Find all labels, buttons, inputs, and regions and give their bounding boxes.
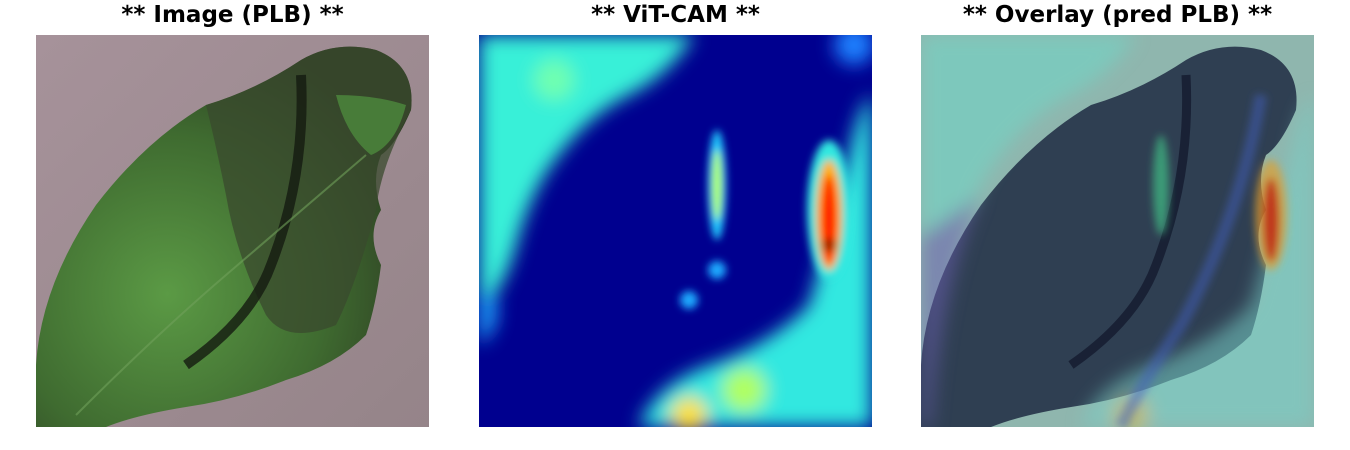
cam-heatmap	[479, 35, 872, 427]
overlay-image	[921, 35, 1314, 427]
panel-overlay: ** Overlay (pred PLB) **	[921, 0, 1314, 450]
panel-image: ** Image (PLB) **	[36, 0, 429, 450]
leaf-photo	[36, 35, 429, 427]
panel-title: ** Image (PLB) **	[121, 2, 344, 28]
panel-title: ** ViT-CAM **	[591, 2, 760, 28]
panel-title: ** Overlay (pred PLB) **	[962, 2, 1273, 28]
panel-heatmap: ** ViT-CAM **	[479, 0, 872, 450]
